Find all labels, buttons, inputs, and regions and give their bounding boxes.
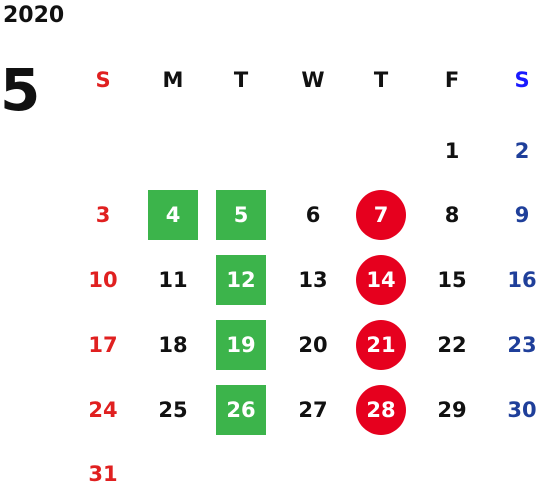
day-cell: 31 bbox=[88, 462, 118, 486]
day-cell: 30 bbox=[507, 398, 537, 422]
day-cell: 24 bbox=[88, 398, 118, 422]
day-cell-highlighted-red: 7 bbox=[356, 190, 406, 240]
weekday-header-fri: F bbox=[444, 68, 460, 92]
day-cell: 6 bbox=[305, 203, 321, 227]
day-cell: 2 bbox=[514, 139, 530, 163]
day-cell: 10 bbox=[88, 268, 118, 292]
day-cell: 23 bbox=[507, 333, 537, 357]
day-cell: 8 bbox=[444, 203, 460, 227]
day-cell: 29 bbox=[437, 398, 467, 422]
day-cell: 15 bbox=[437, 268, 467, 292]
day-cell: 27 bbox=[298, 398, 328, 422]
month-number: 5 bbox=[0, 56, 41, 124]
day-cell-highlighted-red: 28 bbox=[356, 385, 406, 435]
day-cell-highlighted-green: 4 bbox=[148, 190, 198, 240]
day-cell: 13 bbox=[298, 268, 328, 292]
weekday-header-mon: M bbox=[162, 68, 184, 92]
day-cell: 17 bbox=[88, 333, 118, 357]
day-cell: 22 bbox=[437, 333, 467, 357]
day-cell-highlighted-green: 19 bbox=[216, 320, 266, 370]
day-cell: 3 bbox=[95, 203, 111, 227]
day-cell-highlighted-red: 14 bbox=[356, 255, 406, 305]
day-cell: 20 bbox=[298, 333, 328, 357]
day-cell: 18 bbox=[158, 333, 188, 357]
day-cell: 25 bbox=[158, 398, 188, 422]
weekday-header-sat: S bbox=[514, 68, 530, 92]
day-cell-highlighted-green: 12 bbox=[216, 255, 266, 305]
weekday-header-sun: S bbox=[95, 68, 111, 92]
day-cell: 9 bbox=[514, 203, 530, 227]
day-cell-highlighted-red: 21 bbox=[356, 320, 406, 370]
day-cell: 1 bbox=[444, 139, 460, 163]
day-cell: 16 bbox=[507, 268, 537, 292]
weekday-header-tue: T bbox=[233, 68, 249, 92]
day-cell-highlighted-green: 5 bbox=[216, 190, 266, 240]
year-label: 2020 bbox=[3, 3, 65, 28]
day-cell-highlighted-green: 26 bbox=[216, 385, 266, 435]
weekday-header-wed: W bbox=[301, 68, 325, 92]
weekday-header-thu: T bbox=[373, 68, 389, 92]
day-cell: 11 bbox=[158, 268, 188, 292]
